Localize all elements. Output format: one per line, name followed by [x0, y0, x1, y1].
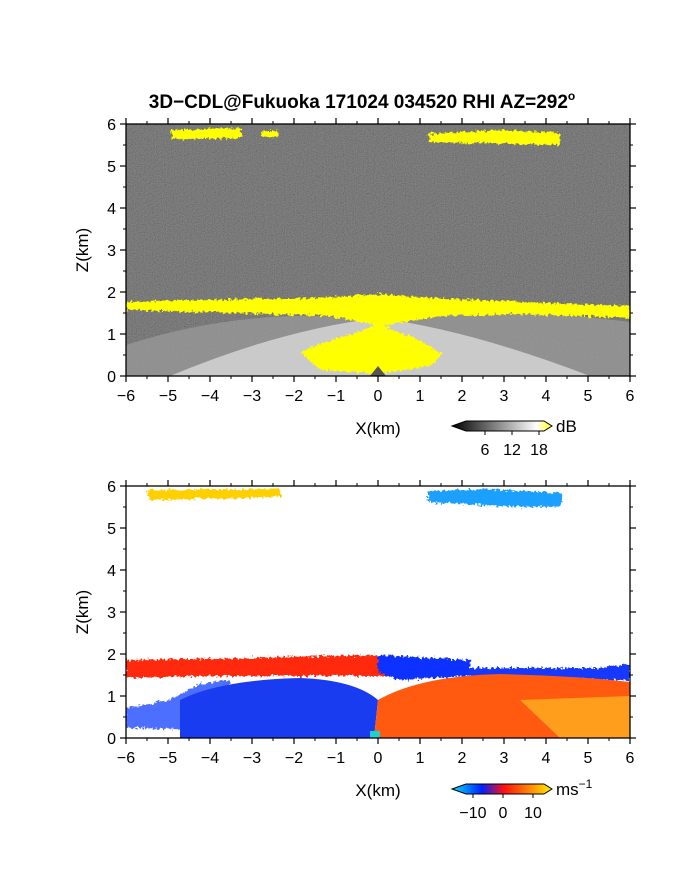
colorbar-bar [450, 420, 553, 432]
x-tick-label: −1 [327, 388, 345, 405]
y-tick-label: 3 [107, 243, 116, 260]
colorbar-tick-label: −10 [459, 805, 486, 822]
colorbar-ticks: 6 12 18 [481, 431, 548, 459]
x-tick-label: 0 [374, 388, 383, 405]
upper-layer-left [146, 489, 282, 500]
radar-site-marker [370, 366, 386, 376]
colorbar-tick-label: 18 [530, 442, 548, 459]
colorbar-unit-exponent: −1 [579, 777, 593, 791]
y-tick-label: 0 [107, 731, 116, 748]
x-tick-label: 3 [500, 750, 509, 767]
x-tick-label: 0 [374, 750, 383, 767]
x-tick-label: −5 [159, 388, 177, 405]
colorbar-unit: ms−1 [556, 777, 593, 799]
reflectivity-colorbar: dB 6 12 18 [450, 417, 577, 459]
x-tick-label: −3 [243, 750, 261, 767]
x-tick-label: −3 [243, 388, 261, 405]
x-tick-label: 2 [458, 388, 467, 405]
x-tick-label: −6 [117, 388, 135, 405]
x-tick-label: −2 [285, 388, 303, 405]
y-tick-label: 2 [107, 647, 116, 664]
y-tick-label: 6 [107, 117, 116, 134]
x-tick-label: 5 [584, 388, 593, 405]
x-tick-label: −2 [285, 750, 303, 767]
velocity-ylabel: Z(km) [73, 590, 92, 634]
reflectivity-image [126, 124, 630, 376]
x-tick-label: −1 [327, 750, 345, 767]
title-degree-mark: o [568, 89, 575, 103]
y-tick-label: 2 [107, 285, 116, 302]
chart-title: 3D−CDL@Fukuoka 171024 034520 RHI AZ=292o [149, 89, 576, 113]
y-tick-label: 3 [107, 605, 116, 622]
colorbar-tick-label: 10 [524, 805, 542, 822]
colorbar-tick-label: 0 [499, 805, 508, 822]
cloud-layer-right [428, 130, 560, 145]
x-tick-label: 5 [584, 750, 593, 767]
x-tick-label: 6 [626, 388, 635, 405]
x-tick-label: −4 [201, 750, 219, 767]
cloud-layer-mid [262, 131, 278, 137]
y-tick-label: 1 [107, 689, 116, 706]
colorbar-bar [450, 783, 553, 795]
layer-top-red [126, 655, 400, 678]
reflectivity-axes: −6 −5 −4 −3 −2 −1 0 1 2 3 4 5 6 0 1 2 3 4 5 6 [107, 117, 636, 405]
colorbar-tick-label: 12 [503, 442, 521, 459]
layer-top-blue [378, 655, 470, 680]
y-tick-label: 1 [107, 327, 116, 344]
colorbar-unit: dB [556, 417, 577, 436]
x-tick-label: 4 [542, 388, 551, 405]
x-tick-label: −6 [117, 750, 135, 767]
colorbar-tick-label: 6 [481, 442, 490, 459]
x-tick-label: 2 [458, 750, 467, 767]
radar-site-marker-bottom [370, 731, 380, 738]
x-tick-label: 3 [500, 388, 509, 405]
upper-layer-right [428, 489, 562, 507]
negative-velocity-region [180, 678, 378, 738]
velocity-xlabel: X(km) [355, 781, 400, 800]
y-tick-label: 4 [107, 201, 116, 218]
x-tick-label: 1 [416, 388, 425, 405]
y-tick-label: 5 [107, 159, 116, 176]
boundary-layer-top [126, 294, 630, 326]
x-tick-label: 1 [416, 750, 425, 767]
near-radar-echo [300, 322, 442, 374]
x-tick-label: −4 [201, 388, 219, 405]
y-tick-label: 6 [107, 479, 116, 496]
x-tick-label: 6 [626, 750, 635, 767]
x-tick-label: −5 [159, 750, 177, 767]
cloud-layer-left [170, 128, 242, 139]
y-tick-label: 5 [107, 521, 116, 538]
velocity-image [126, 486, 630, 738]
positive-far-region [520, 696, 630, 738]
reflectivity-ylabel: Z(km) [73, 228, 92, 272]
reflectivity-xlabel: X(km) [355, 419, 400, 438]
y-tick-label: 0 [107, 369, 116, 386]
y-tick-label: 4 [107, 563, 116, 580]
colorbar-ticks: −10 0 10 [459, 794, 542, 822]
velocity-colorbar: ms−1 −10 0 10 [450, 777, 593, 822]
x-tick-label: 4 [542, 750, 551, 767]
velocity-axes: −6 −5 −4 −3 −2 −1 0 1 2 3 4 5 6 0 1 2 3 4 5 6 [107, 479, 636, 767]
